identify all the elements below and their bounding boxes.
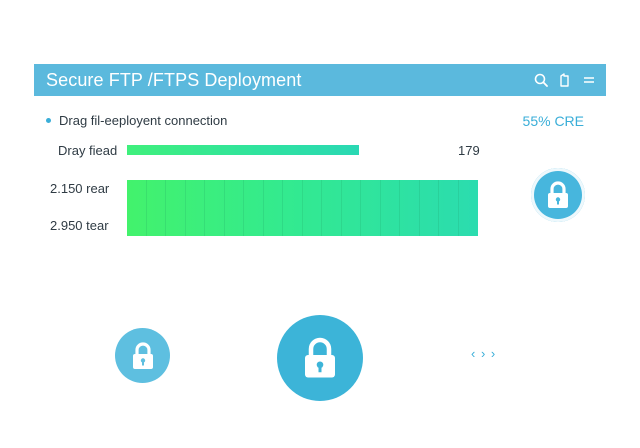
lock-button-right[interactable] bbox=[531, 168, 585, 222]
bar-cell bbox=[439, 180, 459, 236]
percent-label: 55% CRE bbox=[522, 113, 584, 129]
bar-cell bbox=[264, 180, 283, 236]
bar-cell bbox=[342, 180, 361, 236]
bar-cell bbox=[381, 180, 400, 236]
bar-cell bbox=[225, 180, 244, 236]
connection-status: Drag fil-eeployent connection bbox=[46, 113, 227, 128]
bar-cell bbox=[420, 180, 439, 236]
window-title: Secure FTP /FTPS Deployment bbox=[46, 69, 302, 90]
window-titlebar: Secure FTP /FTPS Deployment bbox=[34, 64, 606, 96]
bar-cell bbox=[283, 180, 303, 236]
row-label-2: 2.150 rear bbox=[50, 181, 110, 196]
connection-status-text: Drag fil-eeployent connection bbox=[59, 113, 228, 128]
status-bullet bbox=[46, 118, 51, 123]
lock-button-center[interactable] bbox=[277, 315, 363, 401]
bar-cell bbox=[361, 180, 381, 236]
bar-cell bbox=[186, 180, 205, 236]
lock-icon bbox=[305, 337, 335, 378]
lock-button-left[interactable] bbox=[115, 328, 170, 383]
bar-cell bbox=[400, 180, 420, 236]
bar-cell bbox=[205, 180, 225, 236]
bar-cell bbox=[322, 180, 342, 236]
clipboard-icon[interactable] bbox=[558, 73, 572, 87]
titlebar-toolbar bbox=[534, 64, 596, 96]
menu-icon[interactable] bbox=[582, 73, 596, 87]
code-icon[interactable]: ‹ › › bbox=[471, 346, 497, 361]
progress-value: 179 bbox=[458, 143, 480, 158]
search-icon[interactable] bbox=[534, 73, 548, 87]
transfer-bar-block bbox=[127, 180, 478, 236]
lock-icon bbox=[132, 341, 153, 369]
bar-cell bbox=[244, 180, 264, 236]
bar-cell bbox=[459, 180, 479, 236]
progress-bar bbox=[127, 145, 359, 155]
row-label-1: Dray fiead bbox=[58, 143, 118, 158]
bar-cell bbox=[166, 180, 186, 236]
bar-cell bbox=[147, 180, 166, 236]
row-label-3: 2.950 tear bbox=[50, 218, 109, 233]
bar-cell bbox=[127, 180, 147, 236]
lock-icon bbox=[548, 181, 568, 208]
bar-cell bbox=[303, 180, 322, 236]
